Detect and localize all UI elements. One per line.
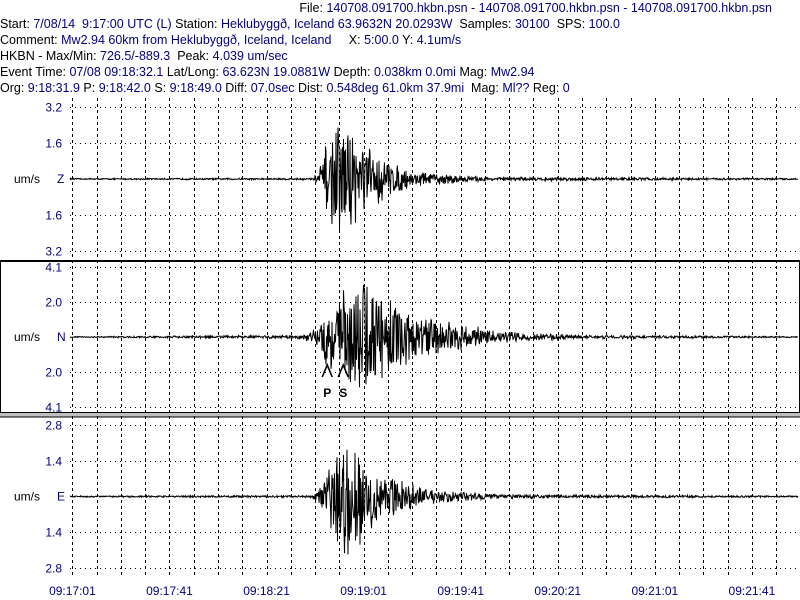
mag2-label: Mag: bbox=[471, 81, 499, 95]
x-tick-label: 09:17:01 bbox=[49, 584, 96, 598]
selection-band bbox=[0, 413, 800, 417]
sps-value: 100.0 bbox=[588, 17, 620, 31]
waveform-e bbox=[69, 449, 799, 555]
x-scale-value: 5:00.0 bbox=[364, 33, 399, 47]
station-label: Station: bbox=[175, 17, 218, 31]
latlong-label: Lat/Long: bbox=[166, 65, 219, 79]
event-time-value: 07/08 09:18:32.1 bbox=[69, 65, 164, 79]
start-line: Start: 7/08/14 9:17:00 UTC (L) Station: … bbox=[0, 16, 800, 32]
s-time-value: 9:18:49.0 bbox=[169, 81, 222, 95]
channel-name-label: E bbox=[57, 490, 65, 504]
y-tick-label: 4.1 bbox=[45, 261, 62, 275]
waveform-n bbox=[69, 284, 799, 388]
y-tick-label: 2.8 bbox=[45, 562, 62, 576]
samples-label: Samples: bbox=[459, 17, 512, 31]
waveform-z bbox=[69, 127, 799, 231]
channel-unit-label: um/s bbox=[14, 330, 40, 344]
y-tick-label: 1.6 bbox=[45, 137, 62, 151]
pick-label-s: S bbox=[339, 386, 347, 400]
x-tick-label: 09:18:21 bbox=[243, 584, 290, 598]
y-tick-label: 3.2 bbox=[45, 245, 62, 259]
comment-label: Comment: bbox=[0, 33, 58, 47]
station-value: Heklubyggð, Iceland 63.9632N 20.0293W bbox=[221, 17, 453, 31]
comment-line: Comment: Mw2.94 60km from Heklubyggð, Ic… bbox=[0, 32, 800, 48]
origin-label: Org: bbox=[0, 81, 25, 95]
x-tick-label: 09:20:21 bbox=[534, 584, 581, 598]
file-name: 140708.091700.hkbn.psn - 140708.091700.h… bbox=[326, 1, 772, 15]
samples-value: 30100 bbox=[514, 17, 550, 31]
event-time-label: Event Time: bbox=[0, 65, 66, 79]
event-line: Event Time: 07/08 09:18:32.1 Lat/Long: 6… bbox=[0, 64, 800, 80]
dist-label: Dist: bbox=[298, 81, 324, 95]
x-tick-label: 09:21:41 bbox=[729, 584, 776, 598]
mag-value: Mw2.94 bbox=[490, 65, 535, 79]
y-scale-label: Y: bbox=[402, 33, 414, 47]
dist-value: 0.548deg 61.0km 37.9mi bbox=[326, 81, 465, 95]
pick-arrow-p bbox=[321, 362, 333, 378]
x-scale-label: X: bbox=[348, 33, 361, 47]
y-scale-value: 4.1um/s bbox=[416, 33, 462, 47]
s-time-label: S: bbox=[154, 81, 167, 95]
latlong-value: 63.623N 19.0881W bbox=[222, 65, 331, 79]
x-tick-label: 09:19:01 bbox=[340, 584, 387, 598]
reg-label: Reg: bbox=[532, 81, 560, 95]
file-line: File: 140708.091700.hkbn.psn - 140708.09… bbox=[0, 0, 800, 16]
diff-value: 07.0sec bbox=[250, 81, 295, 95]
peak-value: 4.039 um/sec bbox=[212, 49, 288, 63]
reg-value: 0 bbox=[562, 81, 570, 95]
y-tick-label: 2.0 bbox=[45, 296, 62, 310]
y-tick-label: 1.4 bbox=[45, 455, 62, 469]
peak-label: Peak: bbox=[177, 49, 210, 63]
p-time-label: P: bbox=[83, 81, 96, 95]
mag-label: Mag: bbox=[459, 65, 488, 79]
maxmin-value: 726.5/-889.3 bbox=[100, 49, 171, 63]
p-time-value: 9:18:42.0 bbox=[98, 81, 151, 95]
pick-arrow-s bbox=[337, 362, 349, 378]
file-label: File: bbox=[299, 1, 323, 15]
maxmin-line: HKBN - Max/Min: 726.5/-889.3 Peak: 4.039… bbox=[0, 48, 800, 64]
y-tick-label: 2.8 bbox=[45, 419, 62, 433]
x-tick-label: 09:21:01 bbox=[631, 584, 678, 598]
y-tick-label: 2.0 bbox=[45, 366, 62, 380]
start-label: Start: bbox=[0, 17, 30, 31]
mag2-value: Ml?? bbox=[502, 81, 530, 95]
x-tick-label: 09:17:41 bbox=[146, 584, 193, 598]
channel-unit-label: um/s bbox=[14, 172, 40, 186]
pick-label-p: P bbox=[323, 386, 331, 400]
origin-line: Org: 9:18:31.9 P: 9:18:42.0 S: 9:18:49.0… bbox=[0, 80, 800, 96]
channel-name-label: N bbox=[57, 330, 66, 344]
channel-unit-label: um/s bbox=[14, 490, 40, 504]
y-tick-label: 3.2 bbox=[45, 101, 62, 115]
y-tick-label: 4.1 bbox=[45, 401, 62, 415]
y-tick-label: 1.4 bbox=[45, 526, 62, 540]
comment-value: Mw2.94 60km from Heklubyggð, Iceland, Ic… bbox=[61, 33, 332, 47]
x-tick-label: 09:19:41 bbox=[437, 584, 484, 598]
y-tick-label: 1.6 bbox=[45, 209, 62, 223]
start-value: 7/08/14 9:17:00 UTC (L) bbox=[33, 17, 172, 31]
maxmin-label: HKBN - Max/Min: bbox=[0, 49, 97, 63]
pick-marker-s: S bbox=[337, 362, 349, 400]
diff-label: Diff: bbox=[225, 81, 248, 95]
sps-label: SPS: bbox=[556, 17, 586, 31]
depth-label: Depth: bbox=[333, 65, 371, 79]
origin-value: 9:18:31.9 bbox=[27, 81, 80, 95]
depth-value: 0.038km 0.0mi bbox=[373, 65, 456, 79]
pick-marker-p: P bbox=[321, 362, 333, 400]
channel-name-label: Z bbox=[57, 172, 64, 186]
